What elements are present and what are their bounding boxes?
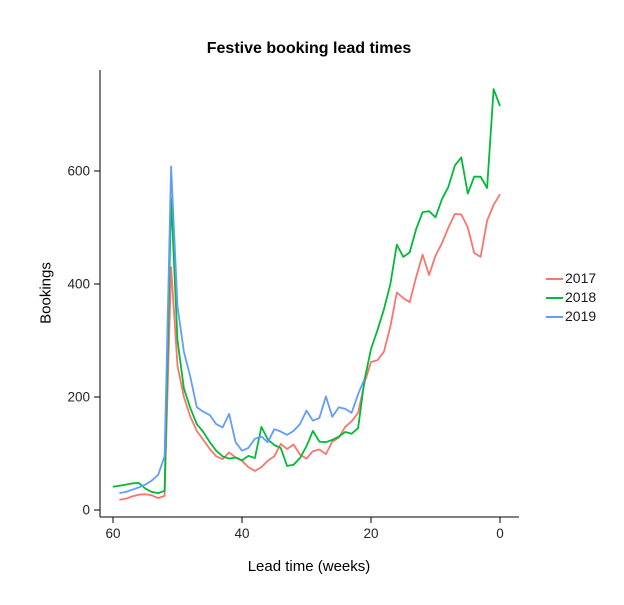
x-axis-label: Lead time (weeks) bbox=[247, 558, 371, 575]
x-tick-label: 40 bbox=[234, 526, 249, 541]
legend-label-2019: 2019 bbox=[565, 308, 597, 324]
x-tick-label: 60 bbox=[105, 526, 120, 541]
series-line-2019 bbox=[119, 165, 366, 494]
legend-item-2017: 2017 bbox=[546, 269, 596, 288]
chart-title: Festive booking lead times bbox=[206, 40, 412, 57]
legend-key-2019 bbox=[546, 315, 563, 318]
x-tick-label: 0 bbox=[496, 526, 504, 541]
y-tick-label: 0 bbox=[82, 503, 90, 518]
x-tick-label: 20 bbox=[363, 526, 378, 541]
legend-item-2018: 2018 bbox=[546, 288, 596, 307]
legend: 2017 2018 2019 bbox=[546, 269, 596, 326]
series-line-2017 bbox=[119, 193, 501, 501]
legend-key-2018 bbox=[546, 296, 563, 299]
y-tick-label: 200 bbox=[67, 390, 90, 405]
legend-key-2017 bbox=[546, 277, 563, 280]
y-tick-label: 400 bbox=[67, 277, 90, 292]
series-line-2018 bbox=[112, 88, 501, 495]
y-tick-label: 600 bbox=[67, 164, 90, 179]
legend-item-2019: 2019 bbox=[546, 307, 596, 326]
legend-label-2018: 2018 bbox=[565, 289, 597, 305]
y-axis-label: Bookings bbox=[37, 262, 55, 324]
legend-label-2017: 2017 bbox=[565, 270, 597, 286]
